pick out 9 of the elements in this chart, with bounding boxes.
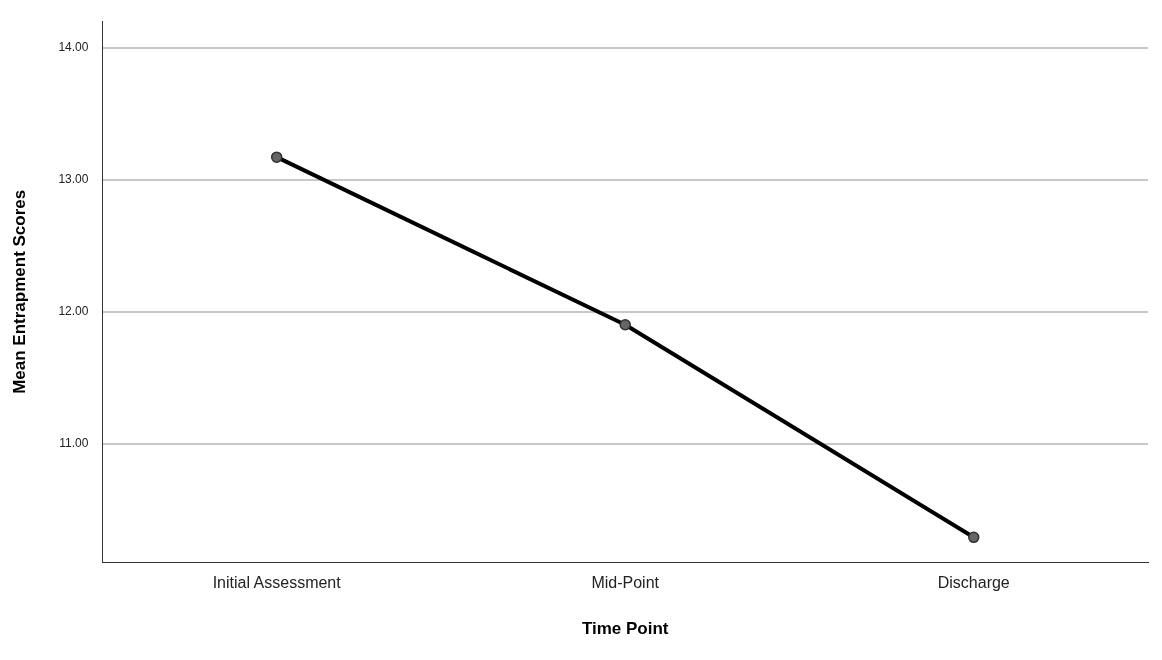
y-tick-label: 13.00	[58, 171, 89, 186]
y-tick-label: 12.00	[58, 303, 89, 318]
y-axis-title: Mean Entrapment Scores	[9, 189, 29, 394]
x-tick-label: Discharge	[937, 574, 1010, 592]
y-tick-label: 14.00	[58, 39, 89, 54]
x-tick-label: Initial Assessment	[212, 574, 342, 592]
y-tick-label: 11.00	[59, 435, 89, 450]
x-axis-title: Time Point	[581, 619, 669, 639]
x-tick-label: Mid-Point	[591, 574, 660, 592]
